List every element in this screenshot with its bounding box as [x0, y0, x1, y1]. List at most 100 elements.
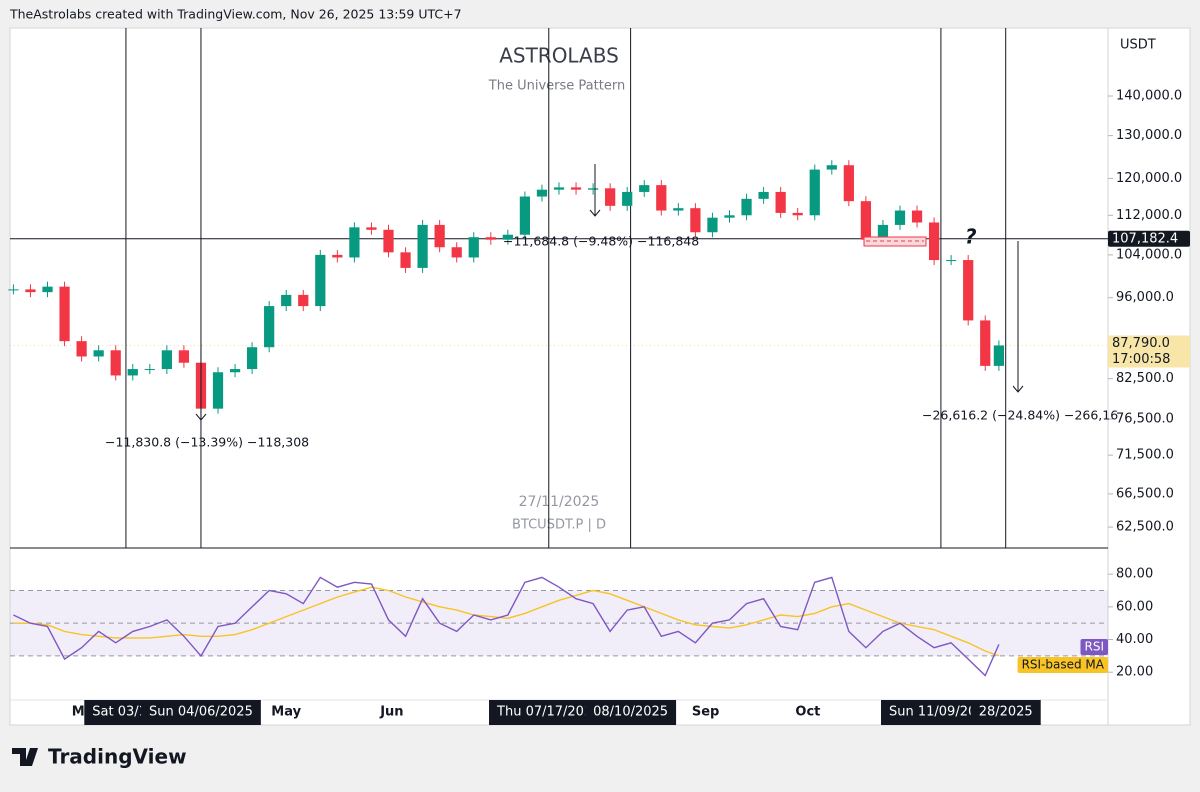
chart-title: ASTROLABS: [499, 44, 619, 68]
candle-body: [25, 289, 36, 293]
annotation: −11,684.8 (−9.48%) −116,848: [503, 234, 699, 249]
candle-body: [963, 260, 974, 321]
candle-body: [8, 289, 19, 291]
candle-body: [570, 187, 582, 190]
last-price-tag-text: 87,790.0: [1112, 336, 1170, 351]
watermark-date: 27/11/2025: [519, 494, 600, 510]
candle-body: [502, 234, 513, 240]
x-tick-label: Jun: [379, 705, 403, 720]
candle-body: [724, 215, 735, 218]
rsi-tick-label: 60.00: [1116, 599, 1153, 614]
date-label: Sun 04/06/2025: [141, 700, 261, 725]
candle-body: [673, 208, 684, 211]
candle-body: [707, 217, 718, 233]
candle-body: [161, 350, 172, 370]
rsi-tick-label: 20.00: [1116, 665, 1153, 680]
candle-body: [178, 350, 190, 363]
y-tick-label: 104,000.0: [1116, 247, 1182, 262]
candle-body: [894, 210, 906, 225]
candle-body: [519, 196, 531, 235]
x-tick-label: Sep: [692, 705, 720, 720]
candle-body: [826, 165, 837, 170]
candle-body: [468, 237, 479, 258]
rsi-line: [13, 576, 1000, 677]
candle-body: [792, 212, 803, 216]
candle-body: [809, 169, 820, 216]
watermark-symbol: BTCUSDT.P | D: [512, 518, 606, 533]
candle-body: [877, 224, 889, 240]
candle-body: [993, 345, 1004, 366]
candle-body: [775, 191, 786, 213]
rsi-tag-label: RSI-based MA: [1022, 658, 1105, 672]
date-label-text: 08/10/2025: [593, 705, 668, 720]
date-label-box: [970, 700, 1041, 725]
candle-body: [127, 369, 138, 376]
chart-subtitle: The Universe Pattern: [488, 79, 625, 94]
date-label-box: [585, 700, 677, 725]
last-price-tag-text: 17:00:58: [1112, 352, 1170, 367]
y-tick-label: 120,000.0: [1116, 171, 1182, 186]
y-tick-label: 140,000.0: [1116, 89, 1182, 104]
candle-body: [246, 347, 258, 370]
price-line-tag: 107,182.4: [1108, 230, 1190, 247]
candle-body: [605, 188, 616, 206]
rsi-tag: RSI-based MA: [1017, 657, 1108, 673]
candle-body: [639, 185, 650, 192]
candle-body: [417, 224, 428, 268]
candle-body: [332, 254, 343, 258]
arrows: [195, 164, 1024, 421]
candle-body: [281, 294, 292, 307]
annotation: ?: [965, 225, 977, 249]
annotation: −26,616.2 (−24.84%) −266,16: [922, 408, 1118, 423]
x-tick-label: May: [271, 705, 301, 720]
candle-body: [42, 286, 53, 293]
candle-body: [212, 372, 224, 409]
rsi-tag: RSI: [1080, 639, 1108, 655]
candle-body: [451, 247, 462, 258]
y-tick-label: 82,500.0: [1116, 371, 1174, 386]
candle-body: [843, 165, 854, 202]
y-tick-label: 66,500.0: [1116, 486, 1174, 501]
date-label-text: Thu 07/17/2025: [496, 705, 600, 720]
brand-name: TradingView: [48, 745, 187, 769]
y-tick-label: 62,500.0: [1116, 520, 1174, 535]
candle-body: [656, 185, 667, 211]
date-label: 08/10/2025: [585, 700, 677, 725]
candle-body: [690, 208, 701, 233]
y-tick-label: 112,000.0: [1116, 208, 1182, 223]
candle-body: [587, 188, 599, 190]
header: TheAstrolabs created with TradingView.co…: [9, 7, 462, 22]
candle-body: [229, 369, 241, 373]
candle-body: [860, 201, 872, 240]
rsi-tag-label: RSI: [1085, 640, 1105, 654]
date-label-box: [141, 700, 261, 725]
brand: TradingView: [12, 745, 187, 769]
chart-frame: [9, 27, 1191, 726]
price-line-tag-text: 107,182.4: [1112, 231, 1178, 246]
candle-body: [264, 306, 275, 348]
candle-body: [298, 294, 309, 307]
date-label: 28/2025: [970, 700, 1041, 725]
plot: 62,500.0 66,500.0 71,500.0 76,500.0 82,500.0…: [8, 28, 1190, 725]
rsi-tag-box: [1080, 639, 1108, 655]
date-label-text: Sun 04/06/2025: [149, 705, 253, 720]
candle-body: [741, 198, 752, 216]
candle-body: [758, 191, 769, 199]
candle-body: [383, 229, 394, 253]
candle-body: [946, 260, 957, 262]
date-label-text: 28/2025: [979, 705, 1033, 720]
last-price-tag-box: [1108, 335, 1190, 368]
candle-body: [144, 369, 155, 371]
candle-body: [553, 187, 565, 190]
rsi-tag-box: [1017, 657, 1108, 673]
y-tick-label: 130,000.0: [1116, 128, 1182, 143]
rsi-tick-label: 40.00: [1116, 632, 1153, 647]
arrow: [195, 343, 207, 421]
date-label-text: Sun 11/09/2025: [889, 705, 993, 720]
x-tick-label: M: [72, 705, 85, 720]
y-tick-label: 96,000.0: [1116, 290, 1174, 305]
candle-body: [622, 191, 633, 206]
candle-body: [366, 227, 377, 230]
candle-body: [434, 224, 445, 248]
brand-logo: [12, 748, 38, 766]
